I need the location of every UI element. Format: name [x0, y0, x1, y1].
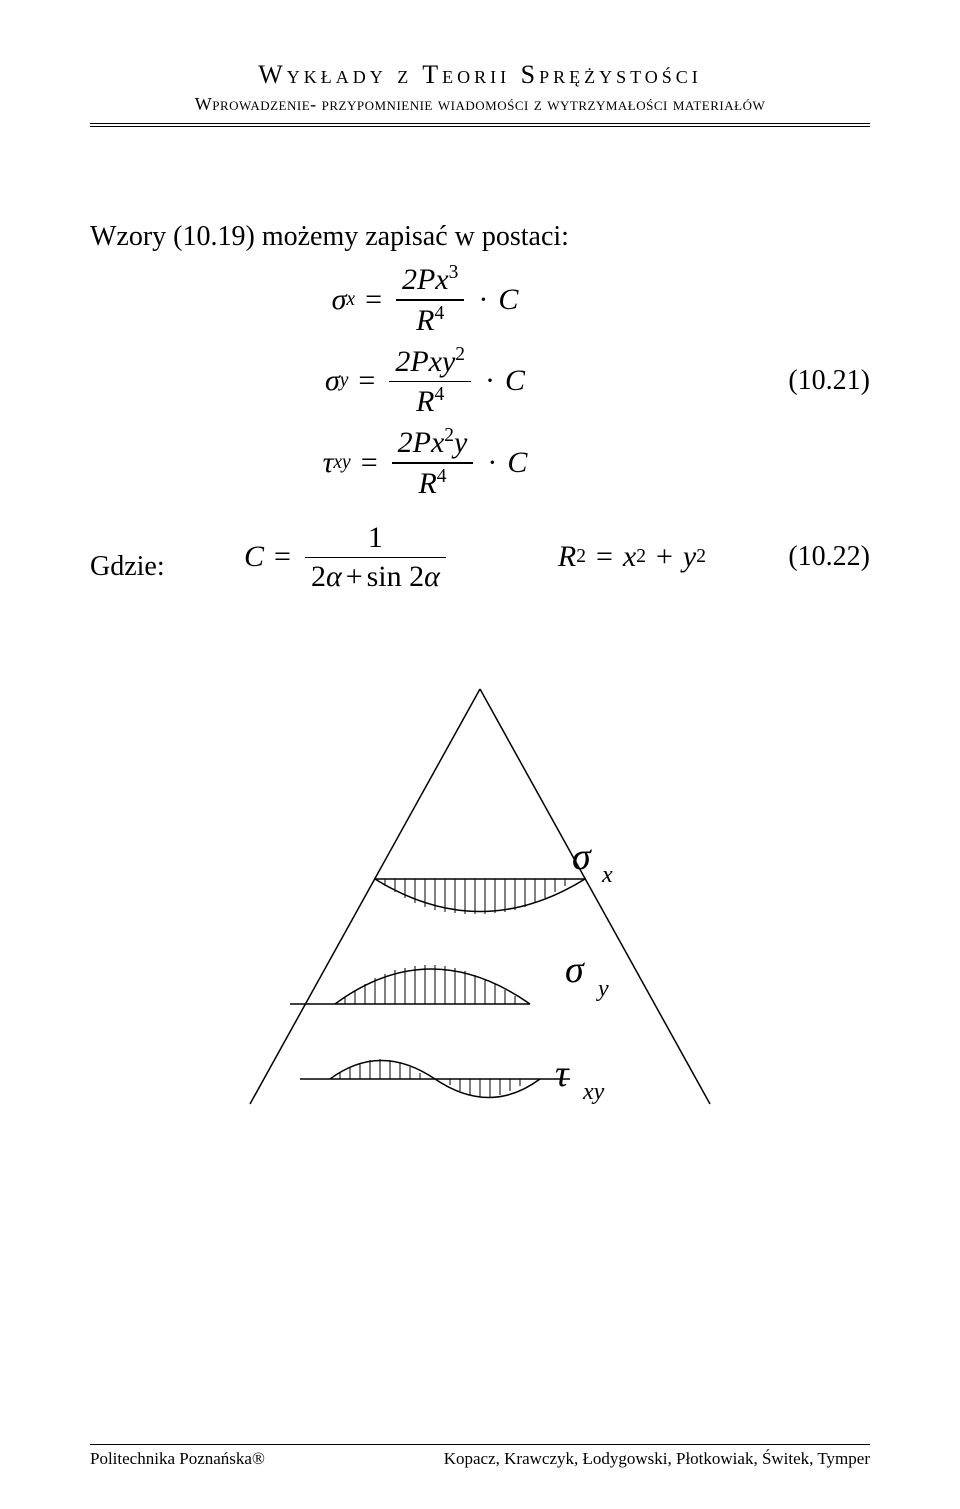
equation-r: R2 = x2 + y2: [558, 540, 706, 574]
intro-text: Wzory (10.19) możemy zapisać w postaci:: [90, 217, 870, 256]
page-header: Wykłady z Teorii Sprężystości Wprowadzen…: [90, 60, 870, 127]
content-area: Wzory (10.19) możemy zapisać w postaci: …: [90, 217, 870, 1144]
where-row: Gdzie: C = 1 2α+sin 2α R2 = x2 + y2 (10.…: [90, 521, 870, 595]
equation-tau-xy: τxy = 2Px2y R4 · C: [90, 425, 870, 501]
svg-text:σ: σ: [572, 836, 592, 878]
svg-text:x: x: [601, 862, 613, 888]
equation-ref: (10.22): [760, 541, 870, 573]
header-subtitle: Wprowadzenie- przypomnienie wiadomości z…: [90, 94, 870, 115]
footer-rule: [90, 1444, 870, 1445]
equation-ref: (10.21): [760, 365, 870, 397]
svg-text:xy: xy: [582, 1079, 605, 1105]
equation-sigma-y: σy = 2Pxy2 R4 · C (10.21): [90, 344, 870, 420]
header-rule: [90, 126, 870, 127]
equation-c: C = 1 2α+sin 2α: [244, 521, 450, 595]
where-label: Gdzie:: [90, 521, 190, 583]
header-rule: [90, 123, 870, 124]
header-title: Wykłady z Teorii Sprężystości: [90, 60, 870, 90]
svg-text:y: y: [596, 976, 609, 1002]
footer-right: Kopacz, Krawczyk, Łodygowski, Płotkowiak…: [444, 1449, 870, 1469]
page-footer: Politechnika Poznańska® Kopacz, Krawczyk…: [90, 1444, 870, 1469]
stress-diagram: σ x: [90, 684, 870, 1144]
svg-text:τ: τ: [555, 1053, 570, 1095]
equation-sigma-x: σx = 2Px3 R4 · C: [90, 262, 870, 338]
svg-text:σ: σ: [565, 949, 585, 991]
footer-left: Politechnika Poznańska®: [90, 1449, 265, 1469]
